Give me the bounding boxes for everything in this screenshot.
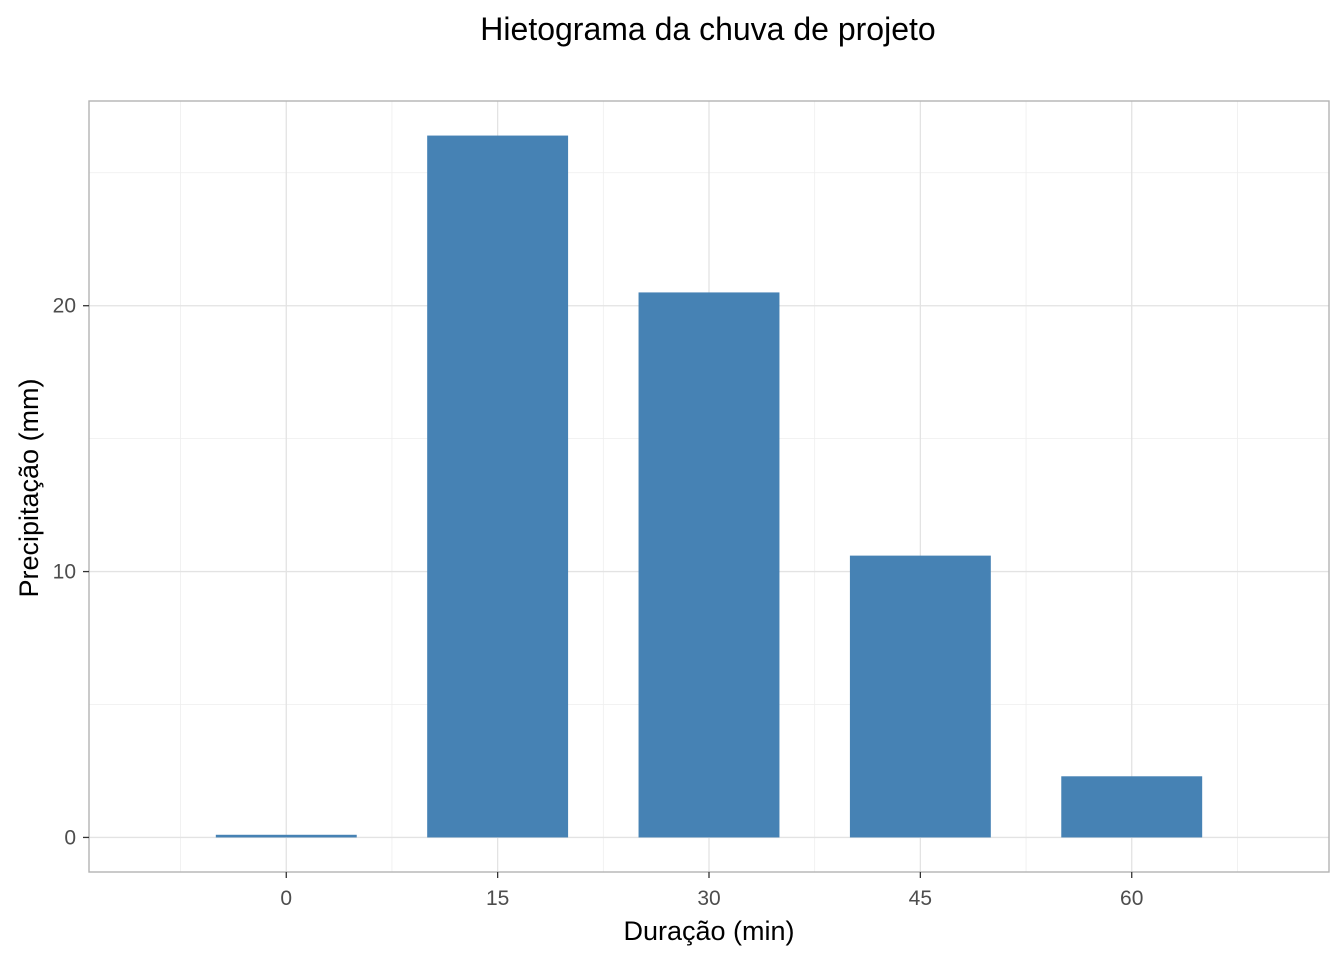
y-axis-label: Precipitação (mm) (14, 378, 44, 597)
y-tick-label: 10 (53, 561, 76, 584)
x-axis-label: Duração (min) (623, 916, 794, 946)
y-tick-label: 0 (64, 826, 76, 849)
y-tick-label: 20 (53, 295, 76, 318)
x-tick-label: 30 (697, 887, 720, 910)
bar-45 (849, 555, 991, 838)
x-tick-label: 45 (909, 887, 932, 910)
bar-30 (638, 292, 780, 838)
bar-0 (215, 834, 357, 838)
y-axis-ticks: 0 10 20 (53, 295, 89, 849)
chart-title: Hietograma da chuva de projeto (480, 11, 935, 47)
x-tick-label: 60 (1120, 887, 1143, 910)
bar-60 (1061, 776, 1203, 838)
x-axis-ticks: 0 15 30 45 60 (280, 872, 1143, 910)
x-tick-label: 15 (486, 887, 509, 910)
bars (215, 135, 1203, 838)
x-tick-label: 0 (280, 887, 292, 910)
bar-15 (427, 135, 569, 838)
